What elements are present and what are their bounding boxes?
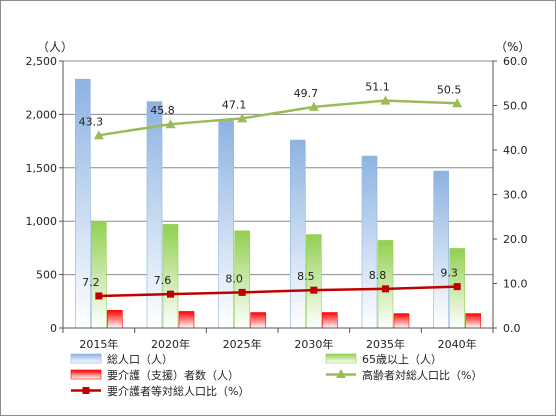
- left-axis-unit: （人）: [37, 40, 73, 54]
- bar-要介護（支援）者数（人）: [393, 313, 410, 329]
- legend-label: 65歳以上（人）: [362, 353, 442, 366]
- right-axis-unit: （%）: [495, 40, 530, 54]
- right-tick-label: 50.0: [503, 100, 528, 113]
- point-要介護者等対総人口比（%）: [167, 290, 174, 298]
- bar-総人口（人）: [218, 120, 234, 329]
- legend-label: 高齢者対総人口比（%）: [362, 368, 482, 382]
- legend-item: 要介護（支援）者数（人）: [70, 368, 239, 382]
- left-tick-label: 1,000: [26, 215, 58, 228]
- data-label: 51.1: [365, 81, 390, 94]
- right-tick-label: 40.0: [503, 144, 528, 157]
- right-tick-label: 60.0: [503, 55, 528, 68]
- right-tick-label: 30.0: [503, 189, 528, 202]
- data-label: 49.7: [294, 87, 319, 100]
- right-tick-label: 20.0: [503, 233, 528, 246]
- x-tick-label: 2030年: [294, 337, 333, 351]
- data-label: 45.8: [150, 104, 175, 117]
- data-label: 7.2: [82, 276, 100, 289]
- data-label: 8.0: [225, 272, 243, 285]
- point-高齢者対総人口比（%）: [380, 95, 391, 105]
- point-高齢者対総人口比（%）: [308, 101, 319, 111]
- point-高齢者対総人口比（%）: [93, 130, 104, 140]
- bar-要介護（支援）者数（人）: [178, 311, 195, 329]
- data-label: 9.3: [440, 267, 458, 280]
- bar-65歳以上（人）: [91, 220, 107, 329]
- right-tick-label: 10.0: [503, 278, 528, 291]
- bar-要介護（支援）者数（人）: [465, 313, 481, 329]
- bar-総人口（人）: [361, 155, 378, 329]
- bar-総人口（人）: [290, 139, 306, 329]
- left-tick-label: 500: [36, 269, 57, 282]
- left-tick-label: 0: [50, 322, 57, 335]
- right-tick-label: 0.0: [503, 322, 521, 335]
- data-label: 8.5: [297, 270, 315, 283]
- point-要介護者等対総人口比（%）: [310, 286, 318, 294]
- legend-marker: [336, 369, 346, 378]
- legend-swatch: [70, 353, 102, 364]
- data-label: 43.3: [79, 115, 104, 128]
- line-高齢者対総人口比（%）: [98, 99, 458, 137]
- bar-要介護（支援）者数（人）: [250, 312, 266, 329]
- bar-要介護（支援）者数（人）: [322, 312, 338, 329]
- legend-label: 総人口（人）: [107, 352, 173, 366]
- legend-label: 要介護（支援）者数（人）: [107, 368, 239, 382]
- data-label: 8.8: [369, 269, 387, 282]
- data-label: 7.6: [154, 274, 172, 287]
- legend-marker: [82, 387, 90, 394]
- bar-要介護（支援）者数（人）: [107, 310, 123, 329]
- bar-総人口（人）: [433, 170, 449, 329]
- x-tick-label: 2020年: [151, 337, 190, 351]
- point-高齢者対総人口比（%）: [165, 119, 176, 129]
- point-要介護者等対総人口比（%）: [95, 292, 103, 300]
- data-label: 50.5: [437, 83, 462, 96]
- x-tick-label: 2025年: [223, 337, 262, 351]
- point-高齢者対総人口比（%）: [237, 113, 248, 123]
- legend-label: 要介護者等対総人口比（%）: [107, 384, 249, 398]
- legend-swatch: [70, 369, 102, 380]
- legend-item: 65歳以上（人）: [325, 353, 442, 366]
- x-tick-label: 2015年: [79, 337, 118, 351]
- line-要介護者等対総人口比（%）: [98, 285, 458, 298]
- legend-item: 総人口（人）: [70, 352, 173, 366]
- point-高齢者対総人口比（%）: [452, 98, 463, 108]
- data-label: 47.1: [222, 98, 247, 111]
- legend-swatch: [325, 353, 357, 364]
- x-tick-label: 2040年: [438, 337, 477, 351]
- x-tick-label: 2035年: [366, 337, 405, 351]
- left-tick-label: 2,500: [26, 55, 58, 68]
- point-要介護者等対総人口比（%）: [453, 283, 461, 291]
- point-要介護者等対総人口比（%）: [382, 285, 389, 293]
- legend-item: 高齢者対総人口比（%）: [326, 368, 482, 382]
- legend-item: 要介護者等対総人口比（%）: [71, 384, 249, 398]
- left-tick-label: 1,500: [26, 162, 58, 175]
- left-tick-label: 2,000: [26, 108, 58, 121]
- point-要介護者等対総人口比（%）: [238, 288, 246, 296]
- bar-65歳以上（人）: [377, 240, 394, 329]
